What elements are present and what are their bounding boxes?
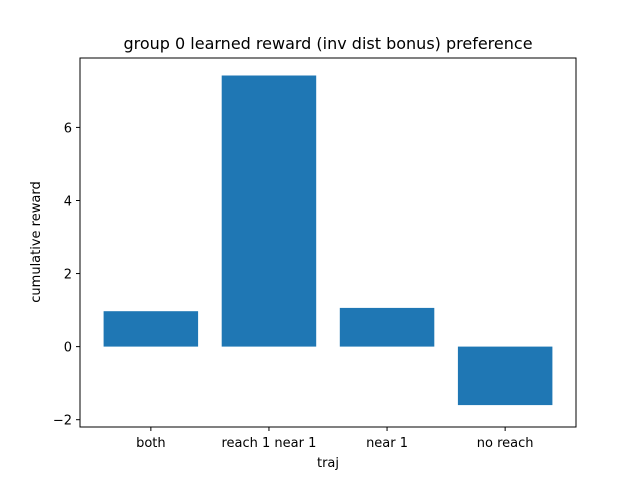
bar-no-reach [457,346,553,406]
y-tick-label: 0 [64,341,72,356]
plot-frame [79,57,577,428]
y-tick-label: 6 [64,121,72,136]
x-tick-label: near 1 [366,436,408,451]
y-tick-label: 2 [64,268,72,283]
x-tick-label: no reach [477,436,534,451]
chart-title: group 0 learned reward (inv dist bonus) … [123,34,532,53]
bars-group [103,75,553,406]
y-tick-label: 4 [64,194,72,209]
bar-near-1 [339,307,435,347]
y-axis-label: cumulative reward [29,181,44,302]
x-tick-label: both [136,436,166,451]
bar-both [103,311,199,347]
bar-reach-1-near-1 [221,75,317,347]
x-axis-label: traj [317,456,339,471]
x-axis: both reach 1 near 1 near 1 no reach [136,427,534,451]
x-tick-label: reach 1 near 1 [221,436,316,451]
y-tick-label: −2 [53,414,72,429]
y-axis: −2 0 2 4 6 [53,121,80,429]
